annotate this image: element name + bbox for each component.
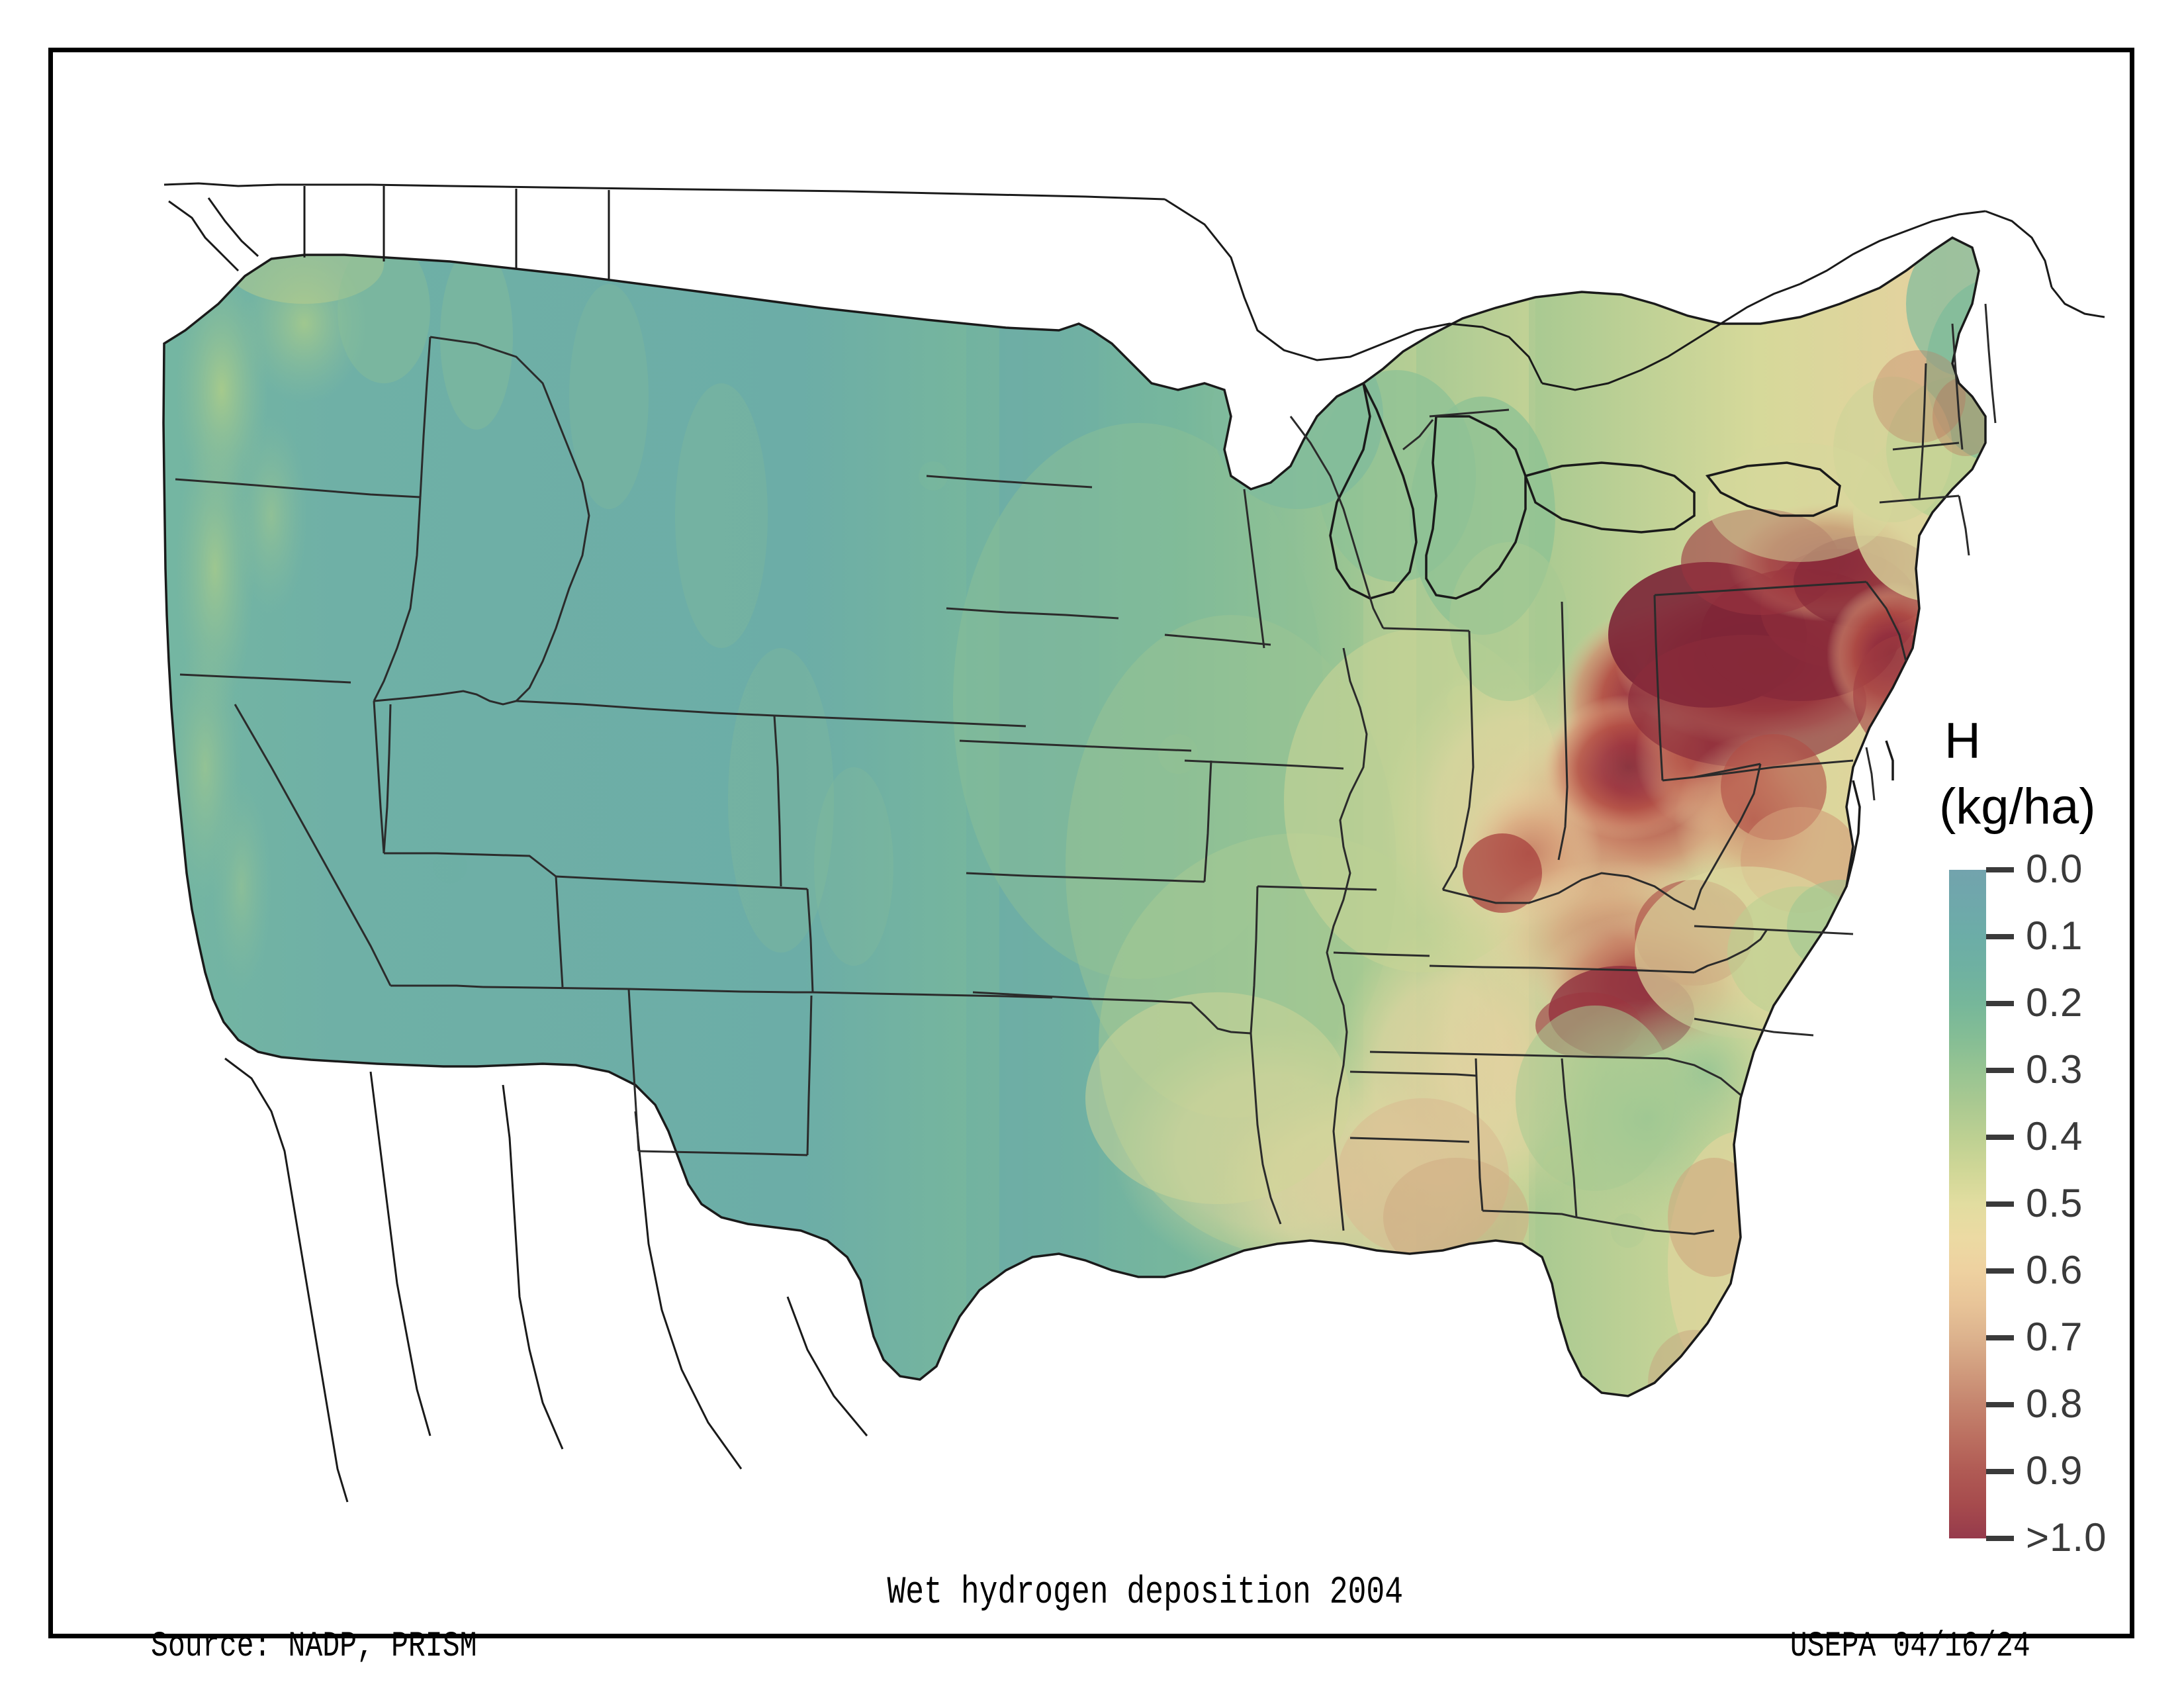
tick-label: 0.3 [2026,1047,2083,1092]
tick-mark [1986,1536,2014,1541]
tick-mark [1986,867,2014,872]
agency-stamp: USEPA 04/16/24 [1730,1626,2030,1667]
legend-title-variable: H [1944,713,1981,769]
tick-mark [1986,1268,2014,1274]
agency-text: USEPA 04/16/24 [1790,1626,2030,1667]
tick-label: 0.2 [2026,980,2083,1025]
tick-mark [1986,1335,2014,1340]
tick-label: 0.9 [2026,1448,2083,1493]
tick-mark [1986,1068,2014,1073]
tick-label: >1.0 [2026,1515,2107,1560]
map-canvas [106,105,2183,1542]
tick-mark [1986,1001,2014,1006]
source-attribution: Source: NADP, PRISM [151,1626,559,1667]
tick-mark [1986,934,2014,939]
tick-label: 0.8 [2026,1382,2083,1426]
source-text: Source: NADP, PRISM [151,1626,477,1667]
colorbar [1949,870,1986,1538]
tick-label: 0.1 [2026,914,2083,958]
tick-label: 0.6 [2026,1248,2083,1292]
deposition-raster [163,238,1985,1396]
state-boundaries [175,303,1997,1235]
tick-label: 0.5 [2026,1181,2083,1225]
neighbor-country-outlines [163,182,2105,1503]
tick-mark [1986,1402,2014,1407]
tick-mark [1986,1469,2014,1474]
tick-mark [1986,1135,2014,1140]
tick-label: 0.7 [2026,1315,2083,1359]
figure-frame: H (kg/ha) 0.0 0.1 0.2 0.3 [48,48,2134,1667]
tick-label: 0.0 [2026,847,2083,891]
legend-title-units: (kg/ha) [1939,778,2096,835]
deposition-map [162,182,2105,1503]
map-title-text: Wet hydrogen deposition 2004 [887,1571,1403,1615]
colorbar-legend: H (kg/ha) 0.0 0.1 0.2 0.3 [1919,711,2151,1571]
colorbar-ticks: 0.0 0.1 0.2 0.3 0.4 [1986,847,2152,1560]
map-title: Wet hydrogen deposition 2004 [53,1571,2184,1615]
tick-mark [1986,1201,2014,1207]
tick-label: 0.4 [2026,1114,2083,1158]
